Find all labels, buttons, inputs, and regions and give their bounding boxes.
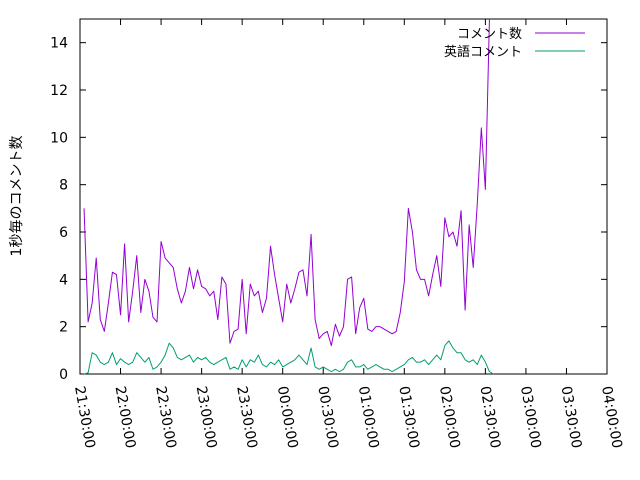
legend-label: コメント数	[457, 27, 522, 42]
y-axis-ticks: 0 2 4 6 8 10 12 14	[50, 36, 607, 383]
x-tick-label: 04:00:00	[598, 385, 625, 450]
plot-frame	[79, 18, 608, 375]
x-tick-label: 03:00:00	[517, 385, 544, 450]
y-tick-label: 10	[50, 130, 68, 146]
x-tick-label: 01:00:00	[355, 385, 382, 450]
series-layer	[83, 18, 494, 375]
x-axis-ticks: 21:30:00 22:00:00 22:30:00 23:00:00 23:30:00…	[71, 19, 625, 450]
x-tick-label: 00:00:00	[274, 385, 301, 450]
y-tick-label: 8	[59, 178, 68, 194]
legend-label: 英語コメント	[444, 44, 522, 60]
series-line-1	[83, 340, 494, 375]
x-tick-label: 21:30:00	[71, 385, 98, 450]
series-line-0	[83, 18, 490, 347]
y-tick-label: 12	[50, 83, 68, 99]
x-tick-label: 02:00:00	[436, 385, 463, 450]
x-tick-label: 23:00:00	[193, 385, 220, 450]
y-tick-label: 4	[59, 272, 68, 288]
y-tick-label: 2	[59, 320, 68, 336]
y-tick-label: 0	[59, 367, 68, 383]
x-tick-label: 03:30:00	[558, 385, 585, 450]
x-tick-label: 22:00:00	[112, 385, 139, 450]
x-tick-label: 02:30:00	[476, 385, 503, 450]
x-tick-label: 01:30:00	[395, 385, 422, 450]
y-axis-label: 1秒毎のコメント数	[9, 136, 25, 257]
x-tick-label: 23:30:00	[233, 385, 260, 450]
x-tick-label: 22:30:00	[152, 385, 179, 450]
y-tick-label: 6	[59, 225, 68, 241]
y-tick-label: 14	[50, 36, 68, 52]
x-tick-label: 00:30:00	[314, 385, 341, 450]
